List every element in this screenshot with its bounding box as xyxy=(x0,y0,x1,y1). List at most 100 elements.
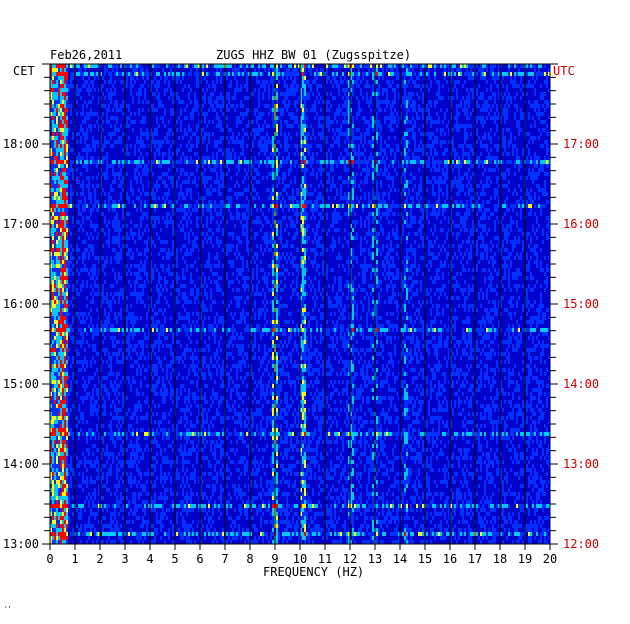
spectrogram-cell xyxy=(450,140,452,144)
spectrogram-cell xyxy=(442,192,444,196)
spectrogram-cell xyxy=(242,228,244,232)
spectrogram-cell xyxy=(330,160,332,164)
spectrogram-cell xyxy=(100,116,102,120)
spectrogram-cell xyxy=(302,168,304,172)
spectrogram-cell xyxy=(376,136,378,140)
spectrogram-cell xyxy=(252,184,254,188)
spectrogram-cell xyxy=(300,152,302,156)
spectrogram-cell xyxy=(406,116,408,120)
spectrogram-cell xyxy=(488,168,490,172)
spectrogram-cell xyxy=(304,220,306,224)
spectrogram-cell xyxy=(276,200,278,204)
spectrogram-cell xyxy=(548,116,550,120)
spectrogram-cell xyxy=(206,88,208,92)
spectrogram-cell xyxy=(450,112,452,116)
spectrogram-cell xyxy=(394,160,396,164)
spectrogram-cell xyxy=(402,96,404,100)
spectrogram-cell xyxy=(516,84,518,88)
spectrogram-cell xyxy=(88,188,90,192)
spectrogram-cell xyxy=(264,148,266,152)
spectrogram-cell xyxy=(102,212,104,216)
spectrogram-cell xyxy=(162,120,164,124)
spectrogram-cell xyxy=(62,164,64,168)
spectrogram-cell xyxy=(302,176,304,180)
spectrogram-cell xyxy=(76,140,78,144)
spectrogram-cell xyxy=(546,232,548,236)
spectrogram-cell xyxy=(58,76,60,80)
spectrogram-cell xyxy=(228,188,230,192)
spectrogram-cell xyxy=(164,88,166,92)
spectrogram-cell xyxy=(280,164,282,168)
spectrogram-cell xyxy=(456,204,458,208)
spectrogram-cell xyxy=(498,220,500,224)
spectrogram-cell xyxy=(448,204,450,208)
spectrogram-cell xyxy=(256,72,258,76)
spectrogram-cell xyxy=(310,88,312,92)
spectrogram-cell xyxy=(194,176,196,180)
spectrogram-cell xyxy=(262,80,264,84)
spectrogram-cell xyxy=(276,232,278,236)
spectrogram-cell xyxy=(264,80,266,84)
spectrogram-cell xyxy=(158,80,160,84)
spectrogram-cell xyxy=(332,144,334,148)
spectrogram-cell xyxy=(280,192,282,196)
spectrogram-cell xyxy=(100,180,102,184)
spectrogram-cell xyxy=(180,184,182,188)
spectrogram-cell xyxy=(88,148,90,152)
spectrogram-cell xyxy=(264,140,266,144)
spectrogram-cell xyxy=(354,152,356,156)
spectrogram-cell xyxy=(272,204,274,208)
spectrogram-cell xyxy=(220,148,222,152)
spectrogram-cell xyxy=(310,156,312,160)
spectrogram-cell xyxy=(98,160,100,164)
spectrogram-cell xyxy=(542,168,544,172)
spectrogram-cell xyxy=(172,204,174,208)
spectrogram-cell xyxy=(460,200,462,204)
spectrogram-cell xyxy=(218,116,220,120)
spectrogram-cell xyxy=(530,212,532,216)
spectrogram-cell xyxy=(262,204,264,208)
spectrogram-cell xyxy=(62,124,64,128)
spectrogram-cell xyxy=(422,208,424,212)
spectrogram-cell xyxy=(332,72,334,76)
spectrogram-cell xyxy=(428,68,430,72)
spectrogram-cell xyxy=(364,132,366,136)
spectrogram-cell xyxy=(218,72,220,76)
spectrogram-cell xyxy=(240,152,242,156)
spectrogram-cell xyxy=(530,136,532,140)
spectrogram-cell xyxy=(254,72,256,76)
spectrogram-cell xyxy=(286,192,288,196)
spectrogram-cell xyxy=(228,232,230,236)
spectrogram-cell xyxy=(420,148,422,152)
spectrogram-cell xyxy=(430,100,432,104)
spectrogram-cell xyxy=(376,104,378,108)
spectrogram-cell xyxy=(286,68,288,72)
spectrogram-cell xyxy=(60,188,62,192)
spectrogram-cell xyxy=(460,68,462,72)
spectrogram-cell xyxy=(214,100,216,104)
spectrogram-cell xyxy=(188,204,190,208)
spectrogram-cell xyxy=(130,180,132,184)
spectrogram-cell xyxy=(302,224,304,228)
spectrogram-cell xyxy=(502,152,504,156)
spectrogram-cell xyxy=(528,232,530,236)
spectrogram-cell xyxy=(366,164,368,168)
spectrogram-cell xyxy=(436,204,438,208)
spectrogram-cell xyxy=(232,96,234,100)
spectrogram-cell xyxy=(438,116,440,120)
spectrogram-cell xyxy=(358,136,360,140)
spectrogram-cell xyxy=(110,144,112,148)
spectrogram-cell xyxy=(350,160,352,164)
spectrogram-cell xyxy=(372,160,374,164)
spectrogram-cell xyxy=(226,164,228,168)
spectrogram-cell xyxy=(512,192,514,196)
spectrogram-cell xyxy=(56,184,58,188)
spectrogram-cell xyxy=(284,80,286,84)
spectrogram-cell xyxy=(272,80,274,84)
spectrogram-cell xyxy=(284,136,286,140)
spectrogram-cell xyxy=(380,160,382,164)
spectrogram-cell xyxy=(254,112,256,116)
spectrogram-cell xyxy=(544,128,546,132)
spectrogram-cell xyxy=(268,96,270,100)
spectrogram-cell xyxy=(304,200,306,204)
